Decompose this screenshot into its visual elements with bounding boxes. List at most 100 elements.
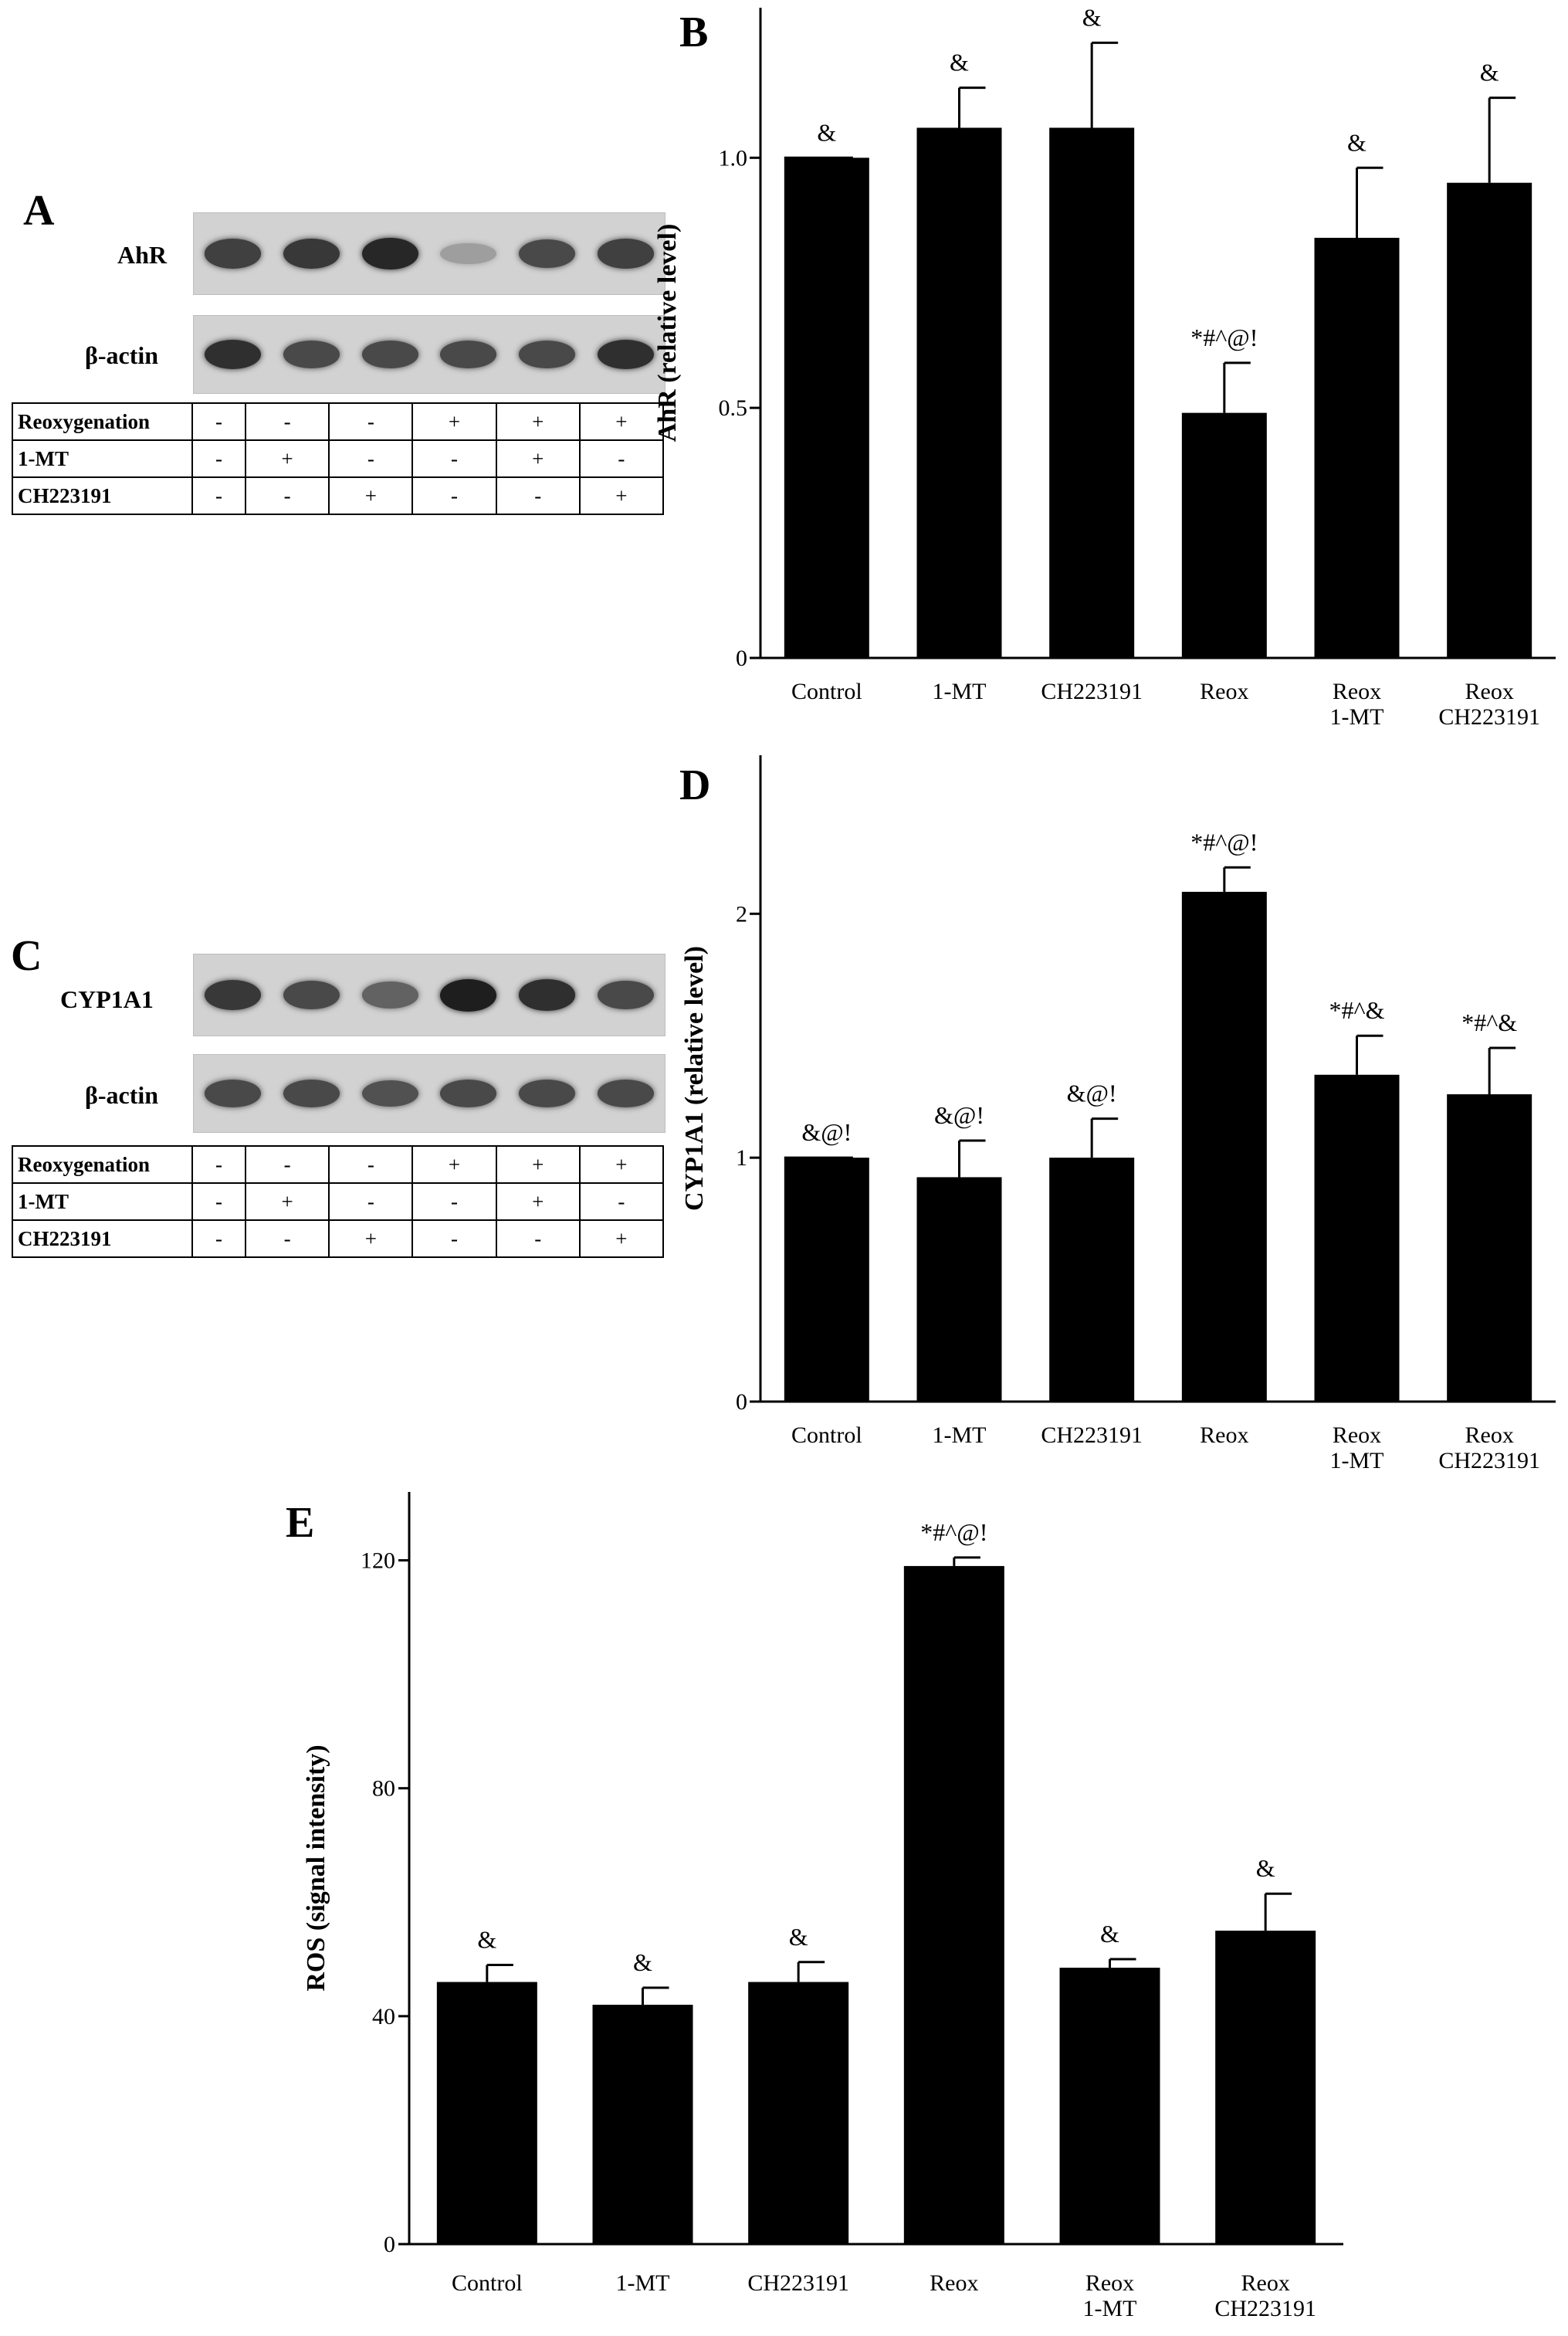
blot-band [283,341,340,368]
x-tick-label: 1-MT [1330,1448,1384,1473]
x-tick-label: Reox [930,2270,978,2296]
condition-value: - [245,476,330,515]
blot-band [597,980,654,1010]
significance-annotation: & [633,1948,652,1976]
x-tick-label: Reox [1333,1422,1381,1448]
significance-annotation: *#^@! [1190,828,1258,856]
condition-value: - [245,402,330,441]
blot-band [518,979,576,1011]
condition-value: + [578,1219,665,1258]
blot-band [283,980,340,1010]
y-tick-label: 1.0 [719,145,748,171]
y-axis-label: CYP1A1 (relative level) [680,946,709,1211]
blot-band [597,1080,654,1107]
x-tick-label: Control [791,1422,862,1448]
panel-letter: D [679,761,710,809]
condition-value: - [328,439,414,478]
significance-annotation: & [1082,3,1102,31]
significance-annotation: *#^@! [1190,324,1258,351]
x-tick-label: CH223191 [1041,679,1143,704]
condition-value: - [245,1145,330,1184]
condition-value: + [411,1145,497,1184]
blot-label-beta-actin-a: β-actin [85,341,159,369]
condition-value: + [245,1182,330,1221]
x-tick-label: Reox [1333,679,1381,704]
blot-label-beta-actin-c: β-actin [85,1081,159,1109]
y-tick-label: 40 [372,2004,395,2029]
significance-annotation: & [950,49,969,76]
condition-value: - [411,439,497,478]
blot-band [440,341,497,368]
condition-value: - [191,476,247,515]
significance-annotation: & [1256,1854,1275,1882]
condition-value: - [578,1182,665,1221]
blot-label-cyp1a1: CYP1A1 [60,985,154,1013]
significance-annotation: & [477,1925,496,1953]
x-tick-label: Reox [1465,1422,1514,1448]
significance-annotation: &@! [801,1118,852,1146]
condition-value: - [191,439,247,478]
panel-c-letter: C [11,932,42,980]
condition-value: + [578,476,665,515]
bar [1059,1968,1160,2244]
y-axis-label: AhR (relative level) [653,224,682,442]
bar [1049,127,1135,658]
condition-value: + [328,476,414,515]
blot-band [283,238,340,270]
significance-annotation: *#^@! [920,1518,987,1546]
condition-table-a: Reoxygenation - - - + + +1-MT - + - - + - CH223191- - +… [12,402,665,515]
bar [784,1158,869,1402]
condition-value: + [578,1145,665,1184]
significance-annotation: *#^& [1461,1009,1517,1036]
bar [1181,891,1267,1402]
y-tick-label: 0.5 [719,395,748,421]
y-tick-label: 0 [384,2232,395,2257]
panel-a-letter: A [23,187,55,235]
bar [916,127,1002,658]
western-blot-beta-actin-a [193,315,665,394]
blot-band [440,242,497,265]
condition-table-c: Reoxygenation - - - + + +1-MT - + - - + - CH223191- - +… [12,1145,665,1258]
y-tick-label: 0 [736,1389,747,1415]
x-tick-label: CH223191 [1214,2296,1316,2321]
bar [1314,1074,1400,1402]
blot-band [518,341,576,368]
condition-value: - [578,439,665,478]
x-tick-label: 1-MT [1083,2296,1137,2321]
y-tick-label: 2 [736,901,747,927]
x-tick-label: 1-MT [616,2270,670,2296]
blot-band [205,339,262,370]
condition-label: Reoxygenation [12,1145,193,1184]
blot-band [361,237,418,270]
western-blot-beta-actin-c [193,1054,665,1133]
bar [784,158,869,659]
blot-band [205,1080,262,1107]
condition-value: - [411,476,497,515]
blot-band [518,1080,576,1107]
condition-value: + [495,1182,581,1221]
significance-annotation: & [1480,59,1499,86]
condition-value: - [495,476,581,515]
condition-value: - [328,1182,414,1221]
blot-band [440,1080,497,1107]
bar [1049,1158,1135,1402]
condition-value: - [191,1182,247,1221]
bar [748,1982,849,2244]
bar [1447,1094,1532,1402]
condition-label: Reoxygenation [12,402,193,441]
blot-band [283,1080,340,1107]
panel-letter: E [286,1499,314,1547]
blot-band [440,978,497,1012]
bar [1215,1931,1316,2244]
blot-band [518,239,576,269]
x-tick-label: Control [452,2270,523,2296]
y-tick-label: 1 [736,1145,747,1171]
western-blot-ahr [193,212,665,295]
condition-label: 1-MT [12,1182,193,1221]
bar [1447,182,1532,658]
bar [1314,237,1400,658]
x-tick-label: 1-MT [1330,704,1384,730]
